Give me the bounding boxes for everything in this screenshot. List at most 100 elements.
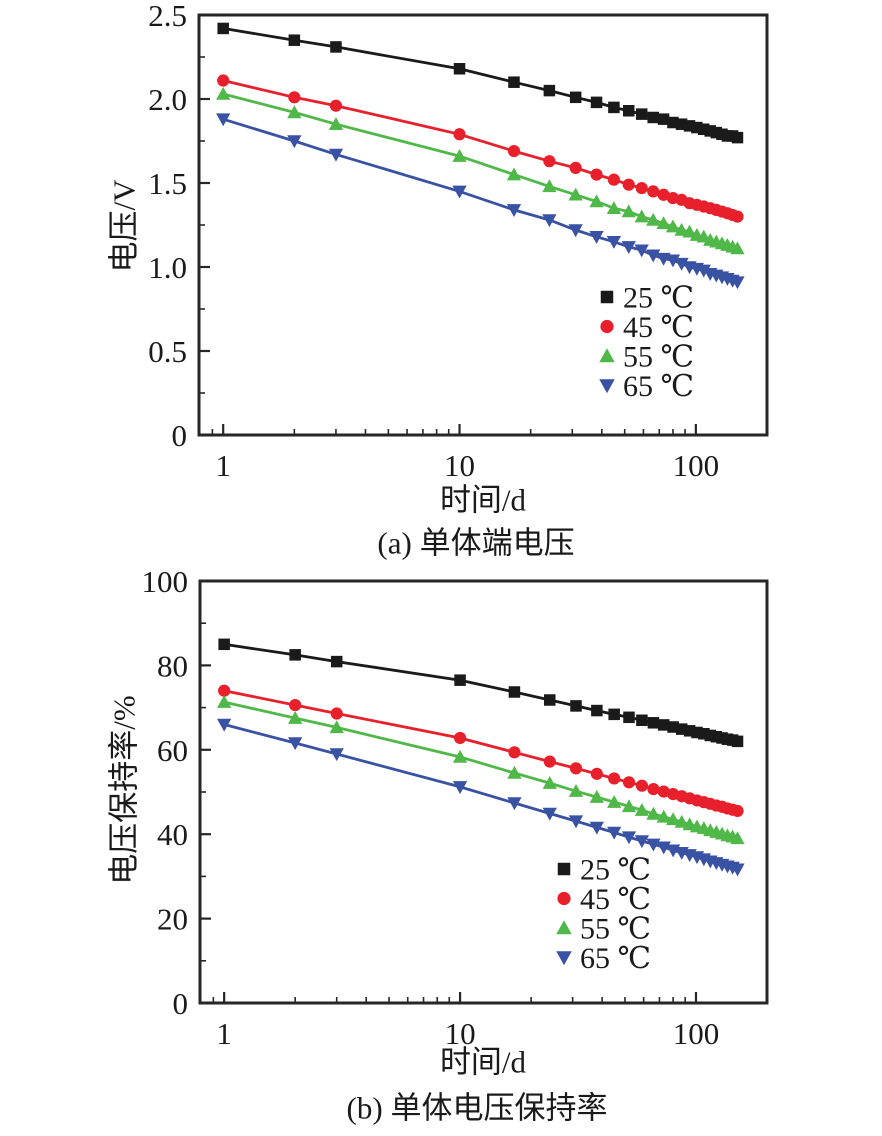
series-25c-square-marker	[657, 113, 670, 125]
series-45c-circle-marker	[622, 178, 635, 191]
series-55c-triangle-up-marker	[589, 789, 604, 803]
series-65c-triangle-down-marker	[542, 807, 557, 821]
series-65c-triangle-down-marker	[328, 148, 344, 162]
series-25c-square-marker	[667, 721, 679, 733]
series-65c-triangle-down-marker	[730, 863, 745, 877]
series-25c-square-marker	[647, 717, 660, 729]
legend-label-65c: 65 ℃	[623, 370, 694, 403]
plot-frame	[198, 579, 769, 1005]
chart-a-svg: 1 10 100 0 0.5 1.0 1.5 2.0 2.5 25 ℃45 ℃55 ℃65 ℃	[148, 0, 769, 483]
series-25c-square-marker	[218, 638, 230, 651]
series-45c-circle-marker	[647, 185, 660, 198]
series-55c-triangle-up-marker	[665, 812, 681, 826]
y-tick-label: 1.5	[148, 166, 187, 201]
series-25c-square-marker	[608, 101, 620, 114]
legend-55c-triangle-up-marker	[599, 348, 615, 363]
series-25c-square-marker	[731, 735, 744, 748]
series-25c	[217, 22, 744, 144]
series-55c-triangle-up-marker	[507, 765, 522, 779]
series-45c-circle-marker	[288, 91, 301, 104]
series-45c-circle-marker	[508, 746, 521, 759]
series-25c-square-marker	[698, 123, 710, 135]
series-45c-circle-marker	[217, 74, 230, 87]
series-25c-square-marker	[636, 714, 648, 727]
series-65c-triangle-down-marker	[568, 224, 583, 238]
series-45c-circle-marker	[608, 772, 621, 785]
series-25c-square-marker	[667, 116, 679, 129]
series-45c-circle-marker	[657, 188, 670, 201]
y-tick-label: 20	[157, 902, 188, 937]
legend-55c-triangle-up-marker	[556, 920, 572, 935]
series-25c-square-marker	[508, 686, 521, 698]
series-45c	[218, 684, 744, 818]
series-65c-triangle-down-marker	[217, 718, 232, 732]
chart-b-y-axis-title: 电压保持率/%	[106, 695, 142, 885]
series-55c-triangle-up-marker	[328, 117, 344, 130]
y-tick-label: 0	[172, 418, 188, 453]
series-25c-square-marker	[647, 111, 659, 124]
series-55c-triangle-up-marker	[656, 216, 671, 230]
series-45c-circle-marker	[453, 128, 466, 141]
series-25c-square-marker	[704, 125, 716, 137]
series-45c-circle-marker	[731, 210, 744, 223]
legend-65c-triangle-down-marker	[556, 951, 572, 966]
y-tick-label: 1.0	[148, 250, 187, 285]
series-55c-triangle-up-marker	[665, 219, 681, 233]
series-65c-triangle-down-marker	[621, 831, 637, 845]
series-45c-circle-marker	[590, 168, 603, 181]
series-45c-circle-marker	[590, 767, 603, 780]
series-25c-square-marker	[591, 704, 603, 717]
series-25c-square-marker	[330, 41, 342, 53]
series-25c-square-marker	[569, 91, 582, 104]
plot-area-b: 1 10 100 0 20 40 60 80 100	[142, 568, 769, 1051]
x-tick-label: 100	[673, 1016, 720, 1051]
legend-label-55c: 55 ℃	[623, 341, 694, 374]
series-55c-triangle-up-marker	[607, 794, 622, 808]
series-45c-circle-marker	[635, 779, 649, 792]
series-45c-circle-marker	[635, 181, 648, 195]
legend-label-25c: 25 ℃	[623, 282, 694, 315]
series-25c-square-marker	[590, 96, 603, 109]
series-25c-square-marker	[691, 121, 703, 134]
series-25c-square-marker	[704, 729, 717, 742]
x-tick-label: 1	[215, 448, 231, 483]
plot-frame	[197, 13, 769, 437]
series-55c-triangle-up-marker	[634, 803, 650, 816]
legend-45c-circle-marker	[557, 891, 571, 906]
series-65c-triangle-down-marker	[589, 231, 604, 244]
series-25c-square-marker	[683, 120, 696, 132]
y-tick-label: 80	[157, 648, 188, 683]
series-55c-triangle-up-marker	[646, 806, 661, 820]
series-55c-triangle-up-marker	[730, 831, 745, 845]
series-25c-square-marker	[698, 728, 710, 740]
series-45c-circle-marker	[507, 144, 521, 158]
series-55c	[216, 86, 745, 255]
series-55c-triangle-up-marker	[606, 201, 622, 214]
legend-label-65c: 65 ℃	[580, 942, 651, 975]
series-25c-square-marker	[453, 63, 466, 75]
y-tick-label: 60	[157, 733, 188, 768]
series-45c-circle-marker	[543, 155, 556, 168]
series-55c-triangle-up-marker	[542, 776, 557, 789]
series-55c-triangle-up-marker	[656, 809, 671, 823]
x-tick-label: 10	[444, 448, 475, 483]
series-65c-triangle-down-marker	[287, 135, 302, 149]
legend-label-45c: 45 ℃	[623, 311, 694, 344]
series-65c-triangle-down-marker	[507, 797, 522, 811]
series-45c	[217, 74, 744, 223]
series-65c-triangle-down-marker	[329, 748, 344, 762]
series-25c-square-marker	[635, 108, 648, 120]
series-25c	[218, 638, 744, 748]
y-tick-label: 2.5	[148, 0, 187, 33]
chart-b-svg: 1 10 100 0 20 40 60 80 100 25 ℃45 ℃55 ℃65 ℃	[142, 568, 769, 1051]
legend-label-25c: 25 ℃	[580, 854, 651, 887]
series-65c-triangle-down-marker	[216, 113, 231, 127]
legend-b: 25 ℃45 ℃55 ℃65 ℃	[556, 854, 651, 975]
legend-label-45c: 45 ℃	[580, 883, 651, 916]
chart-a-caption: (a) 单体端电压	[377, 525, 575, 561]
series-55c-triangle-up-marker	[542, 179, 557, 193]
series-55c-triangle-up-marker	[646, 212, 661, 226]
series-55c-triangle-up-marker	[634, 209, 649, 223]
series-55c-triangle-up-marker	[589, 194, 604, 208]
series-65c-triangle-down-marker	[665, 254, 681, 268]
